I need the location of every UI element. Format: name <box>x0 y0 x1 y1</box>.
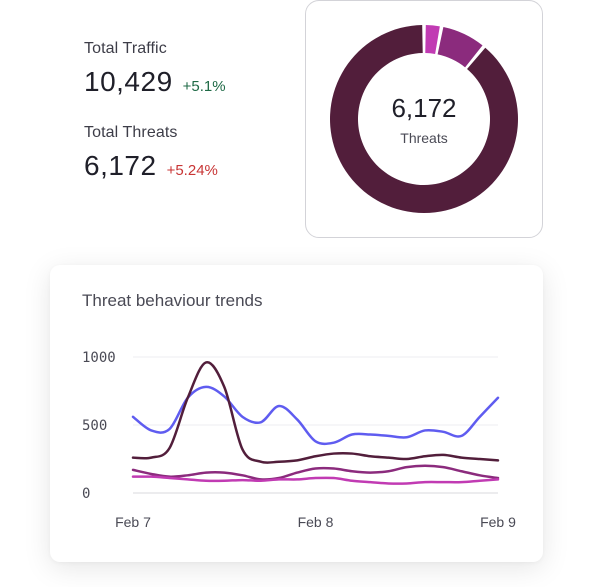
chart-title: Threat behaviour trends <box>82 291 263 310</box>
donut-segment-0 <box>425 25 440 54</box>
threat-trend-chart: 1000 500 0 Feb 7 Feb 8 Feb 9 <box>82 350 516 530</box>
donut-segment-1 <box>437 27 483 68</box>
series-line-3 <box>131 475 500 485</box>
traffic-stat: Total Traffic 10,429 +5.1% <box>84 40 304 98</box>
x-tick-label: Feb 8 <box>298 514 334 530</box>
x-tick-label: Feb 9 <box>480 514 516 530</box>
x-tick-label: Feb 7 <box>115 514 151 530</box>
y-tick-label: 0 <box>82 486 90 502</box>
donut-segment-2 <box>330 25 518 213</box>
threats-label: Total Threats <box>84 124 178 141</box>
stats-panel: Total Traffic 10,429 +5.1% Total Threats… <box>84 40 304 182</box>
threats-donut-card: 6,172 Threats <box>305 0 543 238</box>
y-tick-label: 1000 <box>82 350 116 366</box>
series-line-1 <box>131 361 500 464</box>
traffic-value: 10,429 <box>84 66 173 97</box>
donut-center-label: Threats <box>400 130 448 146</box>
series-line-2 <box>131 464 500 481</box>
donut-center-value: 6,172 <box>391 93 457 123</box>
threats-delta: +5.24% <box>166 162 218 179</box>
threat-trend-card: Threat behaviour trends 1000 500 0 Feb 7 Feb… <box>50 265 543 562</box>
threats-donut-chart <box>330 25 518 213</box>
threats-stat: Total Threats 6,172 +5.24% <box>84 124 304 182</box>
traffic-label: Total Traffic <box>84 40 167 57</box>
traffic-delta: +5.1% <box>182 78 226 95</box>
series-line-0 <box>131 385 500 446</box>
threats-value: 6,172 <box>84 150 157 181</box>
y-tick-label: 500 <box>82 418 107 434</box>
